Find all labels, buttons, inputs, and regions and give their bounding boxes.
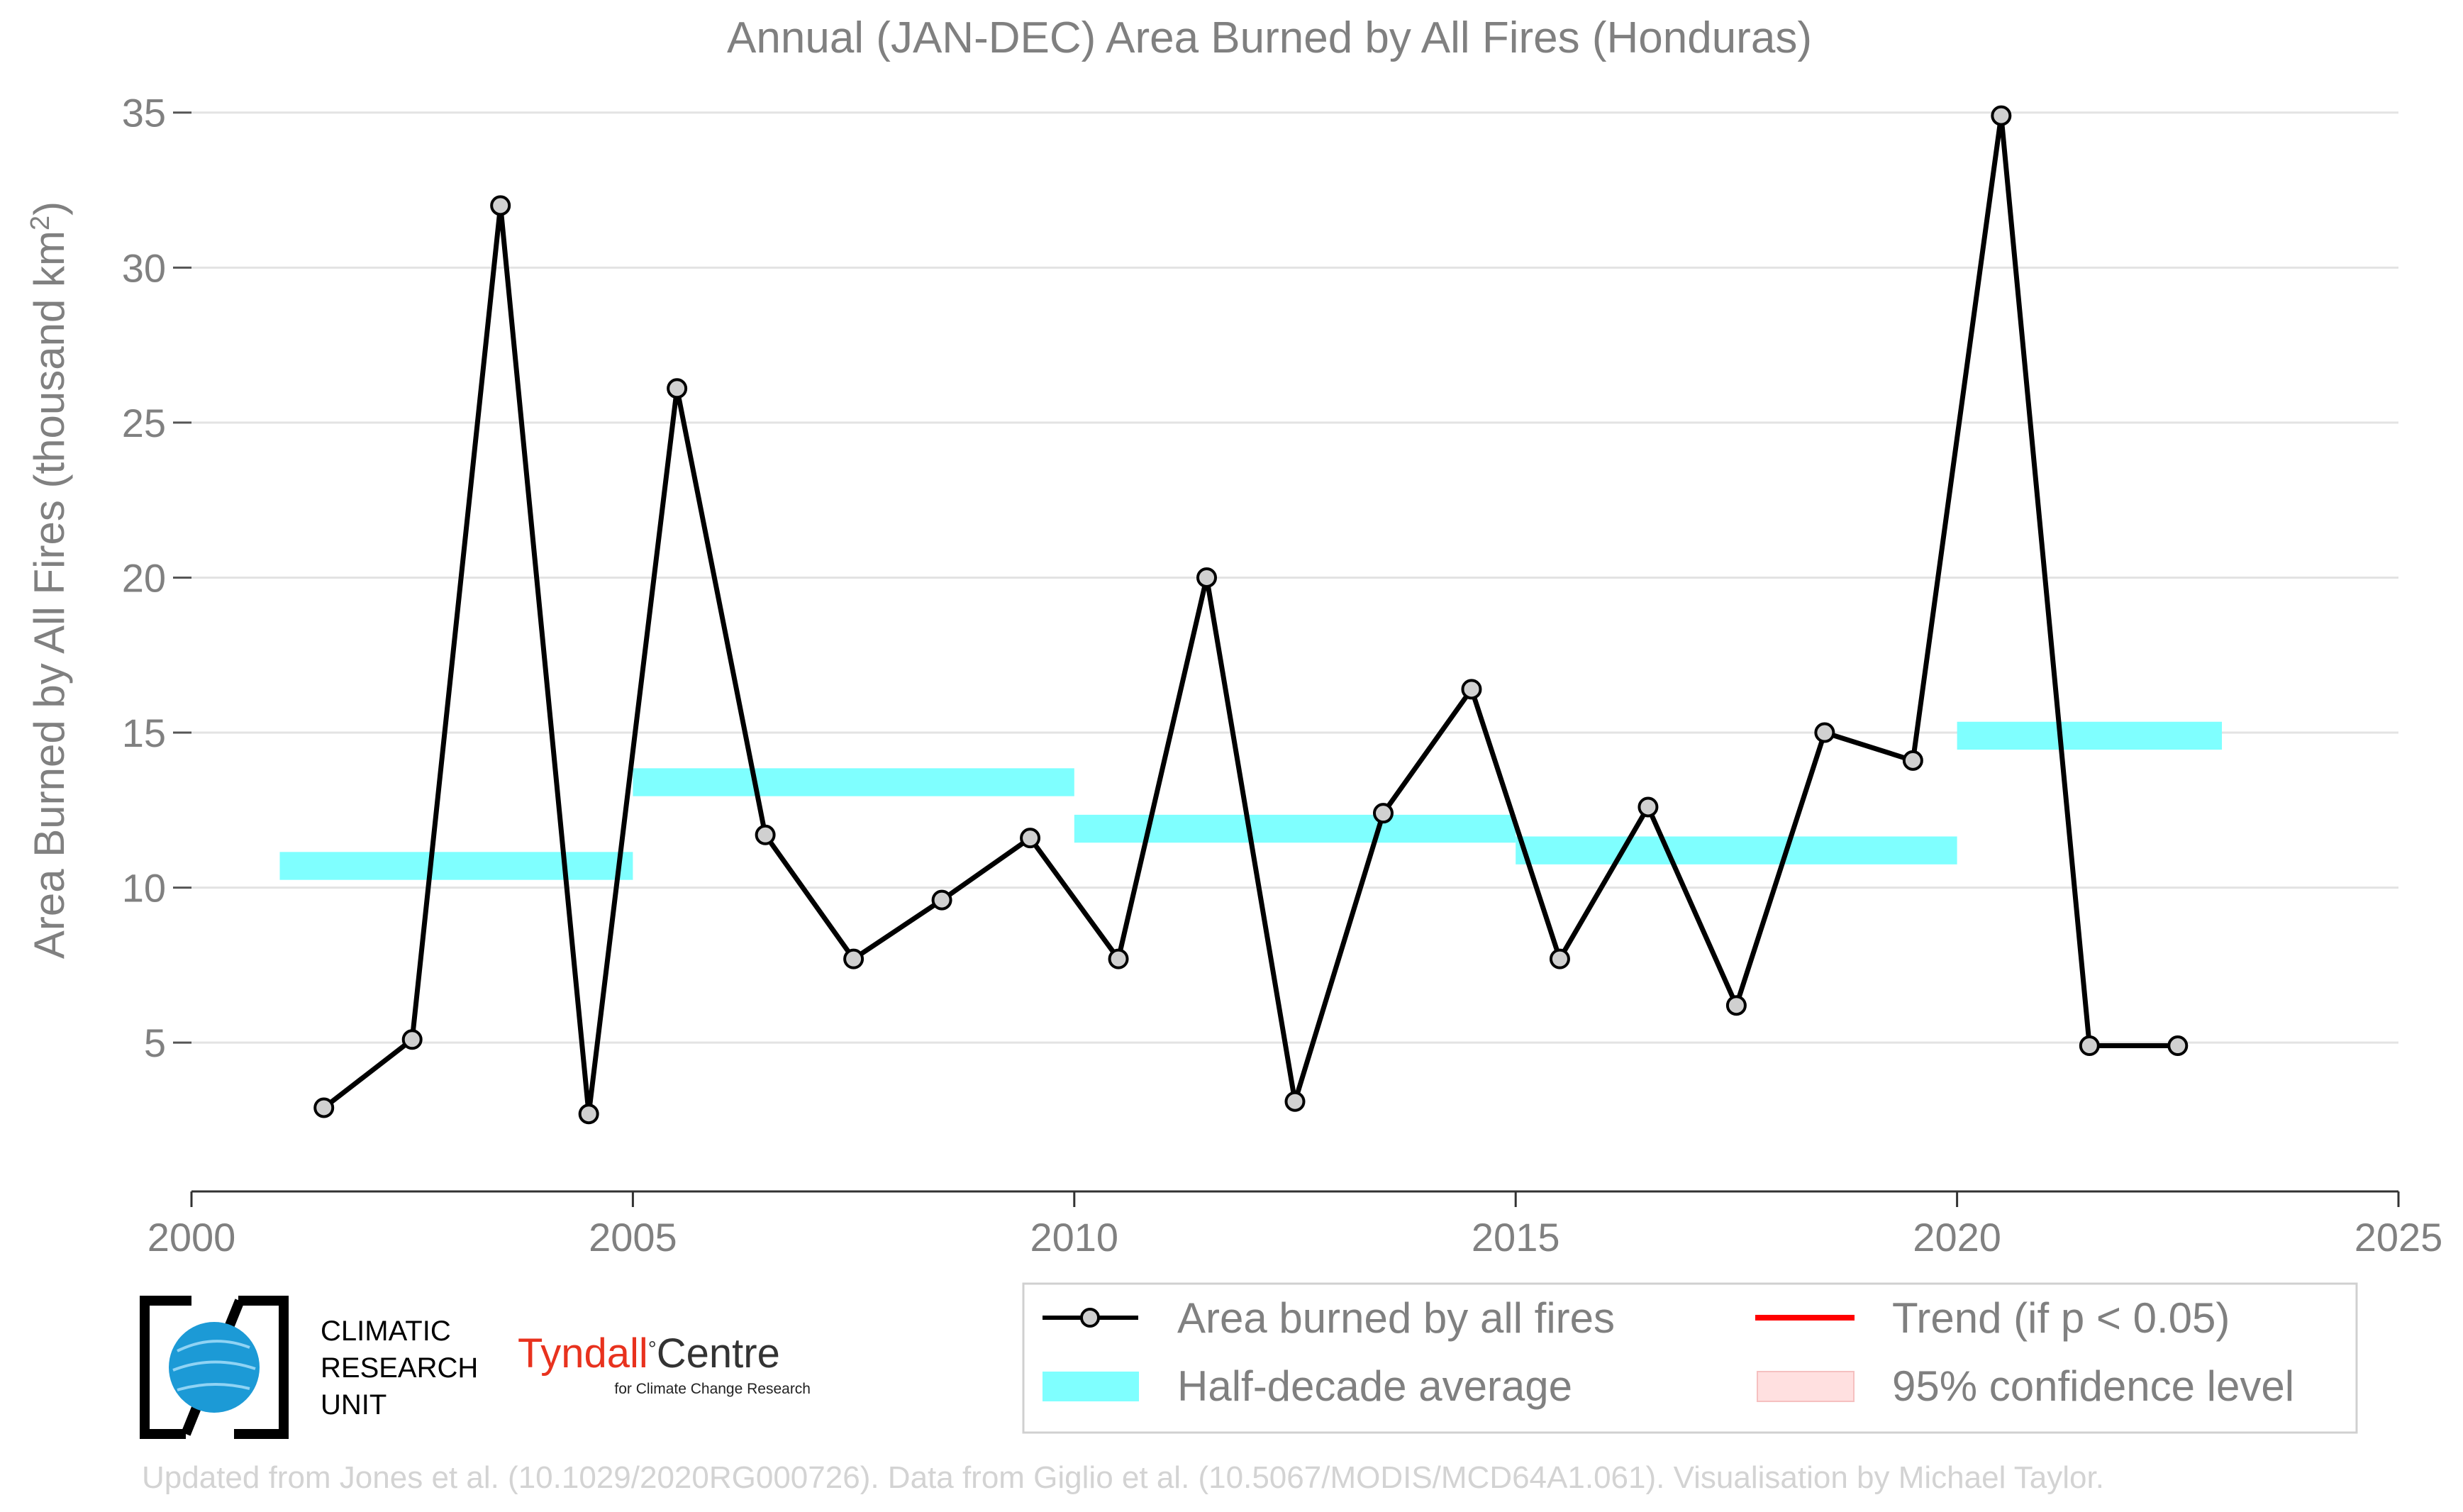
legend-marker-swatch (1080, 1308, 1100, 1328)
legend-label-confidence: 95% confidence level (1892, 1362, 2294, 1410)
y-tick-label: 35 (122, 91, 166, 135)
legend: Area burned by all fires Trend (if p < 0… (1022, 1282, 2358, 1434)
legend-confidence-swatch (1757, 1371, 1855, 1402)
legend-frame (1022, 1282, 2358, 1434)
half-decade-bar (1516, 836, 1957, 865)
y-tick-label: 15 (122, 711, 166, 755)
y-axis-label: Area Burned by All Fires (thousand km2) (26, 201, 73, 959)
half-decade-bands (279, 721, 2223, 880)
data-point (1991, 105, 2012, 126)
data-point (1638, 796, 1659, 818)
data-point (667, 378, 688, 399)
data-point (1372, 803, 1394, 824)
data-point (578, 1104, 599, 1125)
data-point (1108, 948, 1129, 969)
y-tick-label: 10 (122, 866, 166, 911)
legend-label-area-burned: Area burned by all fires (1177, 1294, 1615, 1342)
data-point (1020, 828, 1041, 849)
tyndall-logo: Tyndall°Centre for Climate Change Resear… (518, 1330, 811, 1397)
axes (173, 111, 2400, 1207)
cru-line-3: UNIT (321, 1389, 387, 1421)
data-point (313, 1097, 335, 1118)
x-tick-label: 2015 (1472, 1215, 1560, 1260)
data-point (1284, 1091, 1306, 1112)
data-point (843, 948, 864, 969)
data-point (1725, 995, 1747, 1016)
half-decade-bar (1074, 814, 1516, 843)
cru-line-1: CLIMATIC (321, 1316, 451, 1347)
half-decade-bar (1957, 721, 2223, 750)
legend-label-half-decade: Half-decade average (1177, 1362, 1572, 1410)
data-point (931, 889, 952, 911)
y-tick-label: 25 (122, 401, 166, 445)
x-tick-label: 2020 (1913, 1215, 2001, 1260)
data-point (1814, 722, 1835, 743)
series-layer (313, 105, 2189, 1125)
data-point (2167, 1035, 2189, 1057)
tyndall-subtitle: for Climate Change Research (614, 1381, 811, 1397)
cru-line-2: RESEARCH (321, 1352, 478, 1384)
series-line (322, 115, 2178, 1115)
data-point (1461, 679, 1482, 700)
half-decade-bar (279, 852, 633, 880)
y-tick-label: 5 (144, 1021, 166, 1065)
x-tick-label: 2000 (148, 1215, 236, 1260)
x-tick-label: 2005 (589, 1215, 677, 1260)
data-point (490, 195, 511, 216)
tyndall-name: Tyndall°Centre (518, 1330, 780, 1377)
globe-lines (172, 1340, 256, 1391)
cru-logo: CLIMATIC RESEARCH UNIT (140, 1296, 478, 1439)
y-tick-label: 20 (122, 555, 166, 600)
legend-band-swatch (1043, 1372, 1139, 1401)
half-decade-bar (633, 768, 1074, 796)
credit-text: Updated from Jones et al. (10.1029/2020R… (142, 1460, 2104, 1495)
x-tick-label: 2025 (2354, 1215, 2443, 1260)
data-point (1549, 948, 1570, 969)
data-point (2079, 1035, 2100, 1057)
grid-lines (191, 111, 2398, 1044)
x-tick-label: 2010 (1030, 1215, 1119, 1260)
cru-bracket-left (140, 1296, 191, 1439)
data-point (401, 1029, 423, 1050)
legend-label-trend: Trend (if p < 0.05) (1892, 1294, 2230, 1342)
y-tick-label: 30 (122, 245, 166, 290)
data-point (1196, 567, 1218, 588)
cru-bracket-right (234, 1296, 289, 1439)
data-point (1902, 750, 1923, 771)
data-point (755, 824, 776, 845)
chart-title: Annual (JAN-DEC) Area Burned by All Fire… (727, 13, 1812, 62)
